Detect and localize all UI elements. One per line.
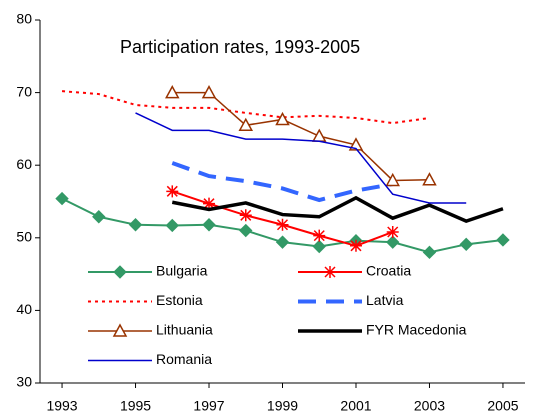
point-marker [166, 185, 179, 198]
legend-marker [324, 266, 336, 278]
x-tick-label: 1993 [46, 398, 77, 414]
point-marker [165, 218, 179, 233]
series-line [135, 112, 467, 204]
legend-label: Croatia [366, 263, 411, 279]
point-marker [92, 210, 106, 224]
x-tick-label: 1997 [193, 398, 224, 414]
series-line [61, 90, 430, 125]
point-marker [55, 191, 69, 206]
series-line [171, 161, 394, 203]
point-marker [386, 235, 400, 249]
point-marker [496, 233, 510, 247]
series-line [171, 195, 504, 223]
legend-marker [113, 265, 127, 279]
point-marker [165, 85, 180, 99]
point-marker [275, 111, 290, 126]
chart-title: Participation rates, 1993-2005 [120, 37, 360, 57]
point-marker [385, 172, 400, 187]
point-marker [203, 197, 216, 210]
point-marker [239, 209, 252, 222]
legend-label: Bulgaria [156, 263, 208, 279]
x-tick-label: 2005 [487, 398, 518, 414]
legend-label: Romania [156, 351, 212, 367]
legend-label: Latvia [366, 292, 404, 308]
x-tick-label: 1999 [267, 398, 298, 414]
point-marker [349, 239, 362, 252]
y-tick-label: 70 [16, 83, 32, 99]
legend-label: Lithuania [156, 322, 213, 338]
y-tick-label: 60 [16, 156, 32, 172]
legend-label: FYR Macedonia [366, 322, 467, 338]
y-tick-label: 40 [16, 301, 32, 317]
point-marker [128, 218, 143, 232]
point-marker [459, 237, 473, 252]
point-marker [422, 172, 437, 186]
point-marker [275, 235, 290, 249]
point-marker [239, 223, 253, 238]
y-tick-label: 80 [16, 11, 32, 27]
point-marker [386, 225, 399, 238]
legend-label: Estonia [156, 292, 203, 308]
point-marker [276, 218, 289, 231]
point-marker [201, 85, 217, 99]
y-tick-label: 50 [16, 229, 32, 245]
point-marker [313, 229, 326, 242]
point-marker [202, 218, 216, 232]
point-marker [348, 137, 364, 151]
x-tick-label: 2003 [414, 398, 445, 414]
point-marker [312, 239, 326, 254]
point-marker [422, 245, 437, 260]
point-marker [238, 117, 254, 132]
x-tick-label: 1995 [120, 398, 151, 414]
y-tick-label: 30 [16, 374, 32, 390]
legend-marker [112, 323, 128, 337]
x-tick-label: 2001 [340, 398, 371, 414]
